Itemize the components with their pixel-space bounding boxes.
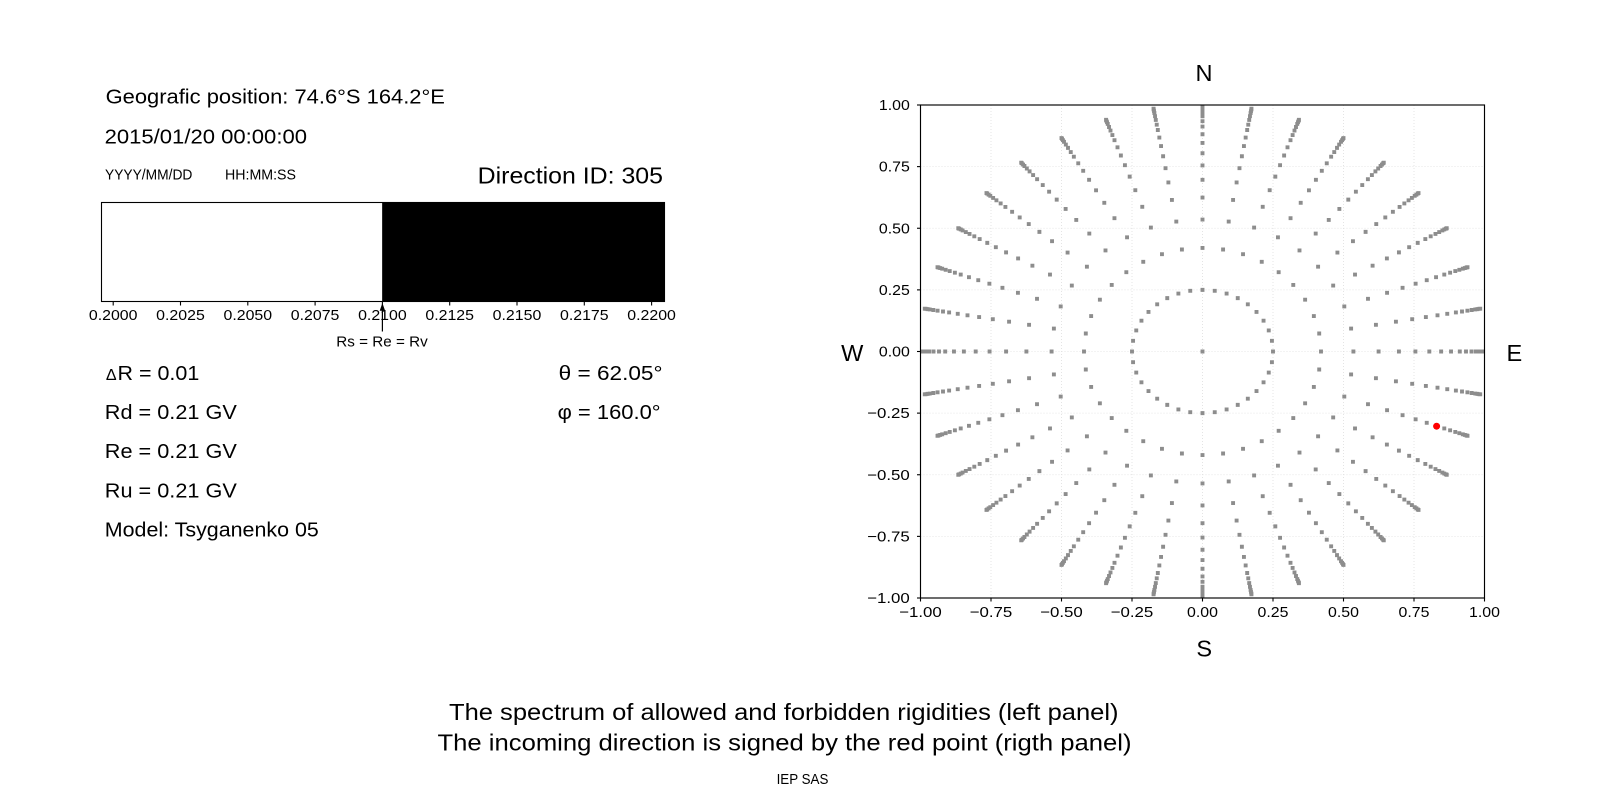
svg-text:0.2175: 0.2175 xyxy=(560,308,609,324)
svg-text:−0.25: −0.25 xyxy=(867,406,910,422)
svg-text:YYYY/MM/DD: YYYY/MM/DD xyxy=(105,168,192,184)
svg-text:0.2125: 0.2125 xyxy=(425,308,474,324)
svg-text:0.2075: 0.2075 xyxy=(291,308,340,324)
svg-text:−0.50: −0.50 xyxy=(867,468,910,484)
svg-text:0.25: 0.25 xyxy=(879,283,910,299)
svg-text:1.00: 1.00 xyxy=(879,98,910,114)
svg-text:0.2050: 0.2050 xyxy=(224,308,273,324)
svg-text:2015/01/20 00:00:00: 2015/01/20 00:00:00 xyxy=(105,125,307,148)
svg-text:N: N xyxy=(1196,60,1213,86)
svg-text:θ = 62.05°: θ = 62.05° xyxy=(559,362,663,385)
svg-text:−0.75: −0.75 xyxy=(970,605,1013,621)
svg-text:The spectrum of allowed and fo: The spectrum of allowed and forbidden ri… xyxy=(449,699,1119,725)
svg-text:Model: Tsyganenko 05: Model: Tsyganenko 05 xyxy=(105,519,319,542)
svg-text:E: E xyxy=(1507,340,1523,366)
svg-text:0.2150: 0.2150 xyxy=(493,308,542,324)
svg-text:−1.00: −1.00 xyxy=(867,591,910,607)
svg-text:0.75: 0.75 xyxy=(1399,605,1430,621)
svg-text:Re = 0.21 GV: Re = 0.21 GV xyxy=(105,440,237,463)
svg-text:Direction ID: 305: Direction ID: 305 xyxy=(478,163,663,189)
svg-text:Ru = 0.21 GV: Ru = 0.21 GV xyxy=(105,479,237,502)
svg-text:0.50: 0.50 xyxy=(1328,605,1359,621)
svg-text:−0.25: −0.25 xyxy=(1111,605,1154,621)
svg-text:Rd = 0.21 GV: Rd = 0.21 GV xyxy=(105,401,237,424)
svg-text:Δ: Δ xyxy=(106,366,117,384)
svg-text:0.2200: 0.2200 xyxy=(627,308,676,324)
svg-text:The incoming direction is sign: The incoming direction is signed by the … xyxy=(438,729,1132,755)
svg-text:IEP SAS: IEP SAS xyxy=(777,772,829,788)
svg-text:0.00: 0.00 xyxy=(1187,605,1218,621)
svg-text:−1.00: −1.00 xyxy=(899,605,942,621)
svg-text:1.00: 1.00 xyxy=(1469,605,1500,621)
svg-text:R = 0.01: R = 0.01 xyxy=(118,362,200,385)
svg-text:0.25: 0.25 xyxy=(1258,605,1289,621)
svg-text:−0.75: −0.75 xyxy=(867,529,910,545)
svg-text:−0.50: −0.50 xyxy=(1040,605,1083,621)
svg-text:Rs = Re = Rv: Rs = Re = Rv xyxy=(336,334,428,350)
svg-text:HH:MM:SS: HH:MM:SS xyxy=(225,168,296,184)
svg-text:0.2000: 0.2000 xyxy=(89,308,138,324)
svg-text:W: W xyxy=(841,340,864,366)
svg-text:Geografic position: 74.6°S 164: Geografic position: 74.6°S 164.2°E xyxy=(106,86,445,109)
svg-text:φ = 160.0°: φ = 160.0° xyxy=(558,401,661,424)
svg-text:0.75: 0.75 xyxy=(879,160,910,176)
svg-text:0.50: 0.50 xyxy=(879,221,910,237)
svg-text:0.2025: 0.2025 xyxy=(156,308,205,324)
svg-text:S: S xyxy=(1196,635,1212,661)
svg-text:0.00: 0.00 xyxy=(879,345,910,361)
